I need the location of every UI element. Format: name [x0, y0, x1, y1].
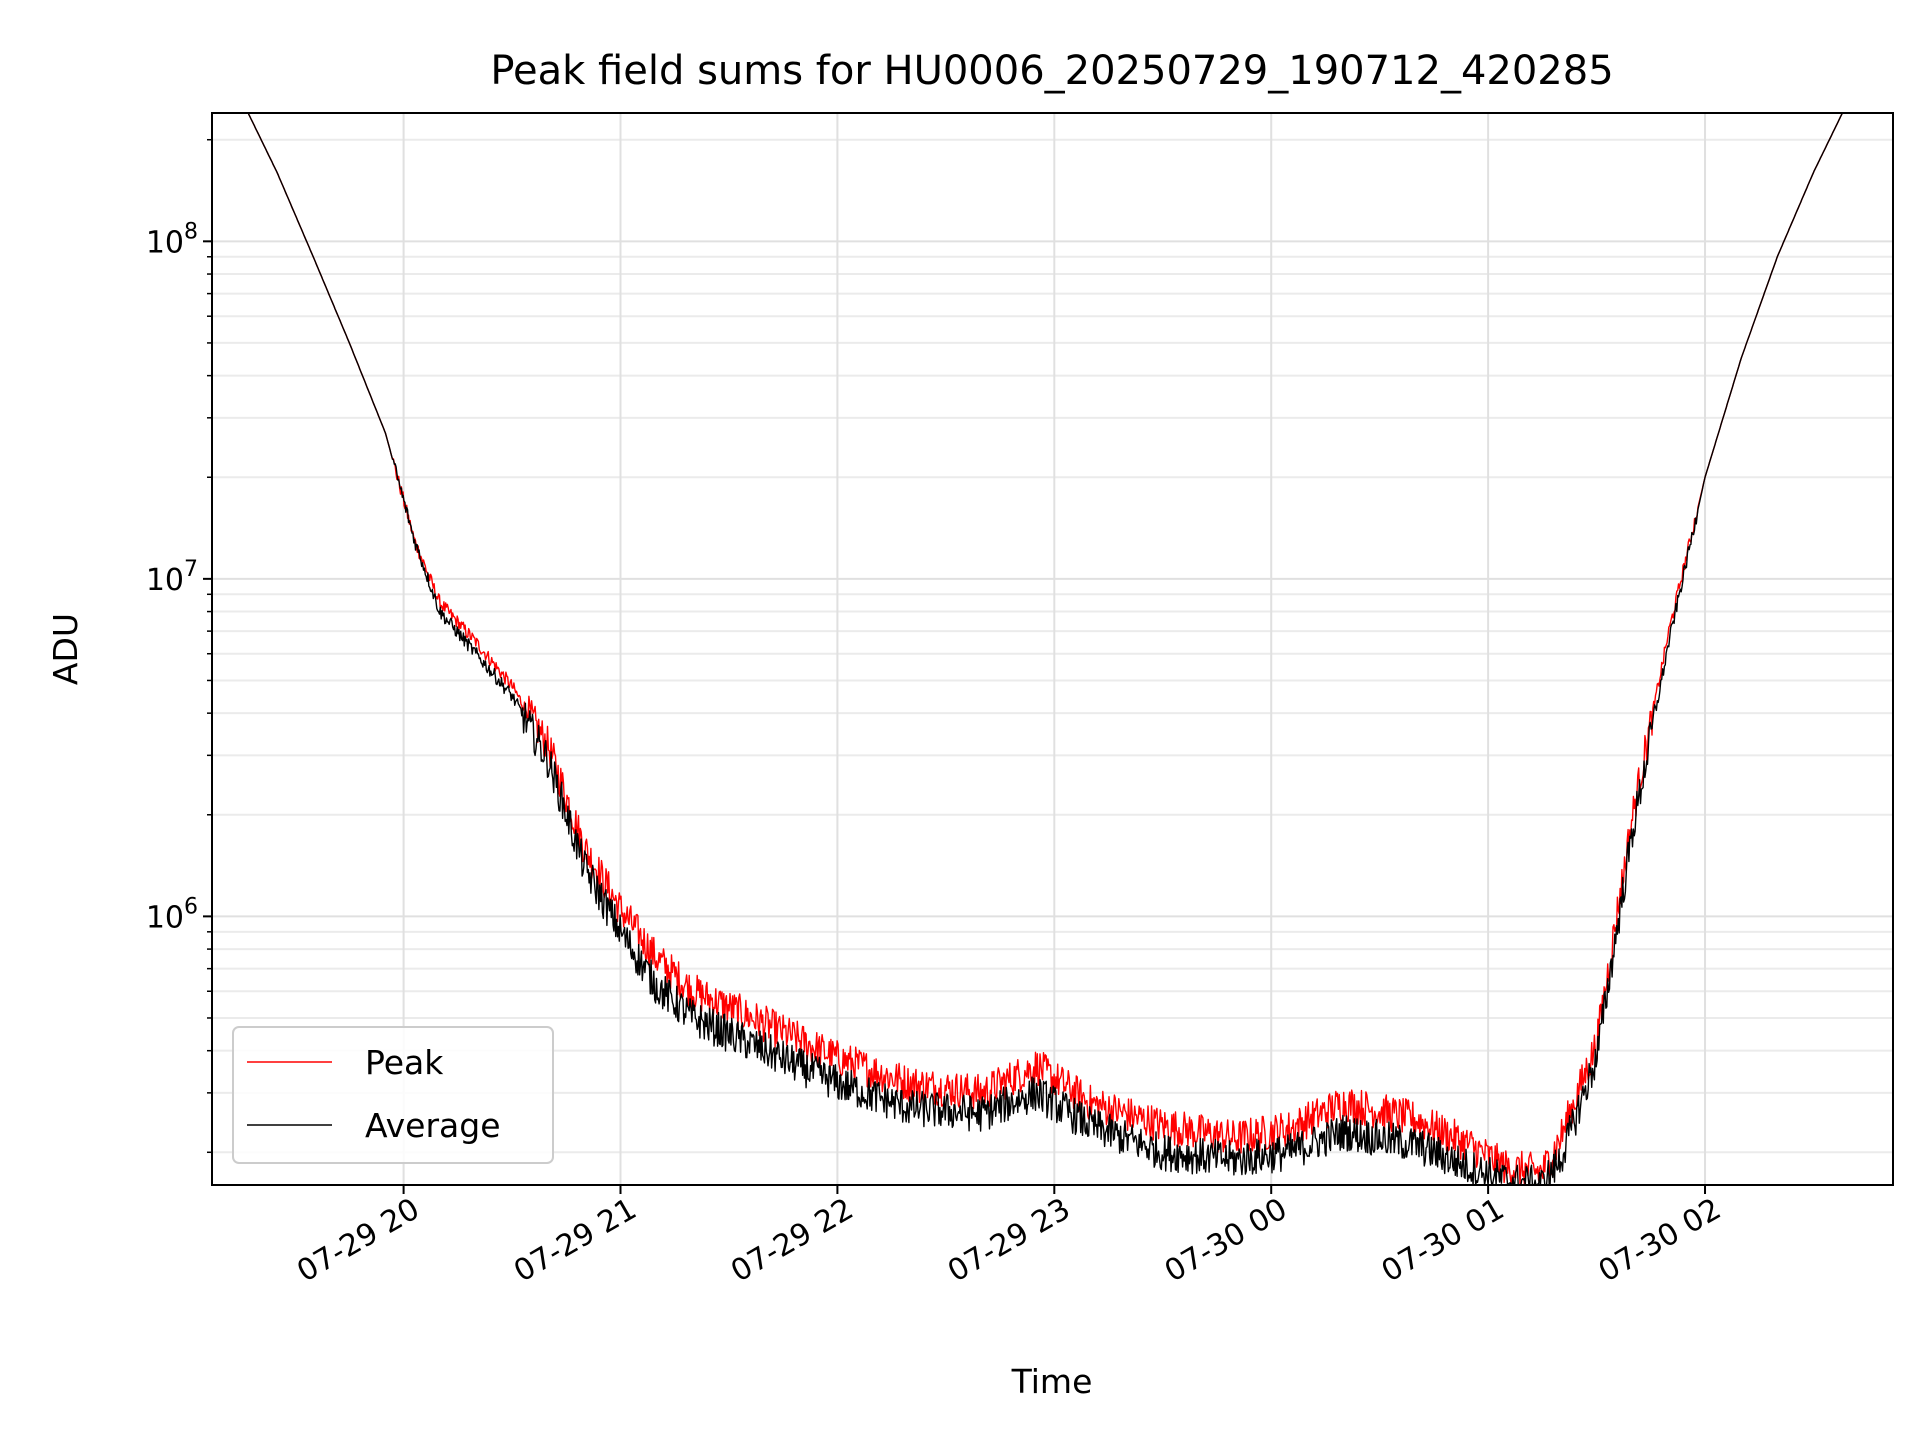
legend-label-peak: Peak [365, 1043, 444, 1082]
legend: Peak Average [232, 1026, 554, 1164]
grid [212, 113, 1893, 1185]
legend-label-average: Average [365, 1106, 501, 1145]
series-line-average [247, 112, 1844, 1186]
x-axis-label: Time [1011, 1362, 1093, 1401]
y-tick-label: 106 [146, 894, 198, 935]
y-tick-label: 108 [146, 219, 198, 260]
series-layer [247, 112, 1844, 1186]
y-axis-label: ADU [46, 613, 85, 685]
chart-title: Peak field sums for HU0006_20250729_1907… [490, 48, 1613, 94]
y-tick-label: 107 [146, 557, 198, 598]
legend-box [232, 1026, 554, 1164]
plot-frame [211, 112, 1894, 1186]
